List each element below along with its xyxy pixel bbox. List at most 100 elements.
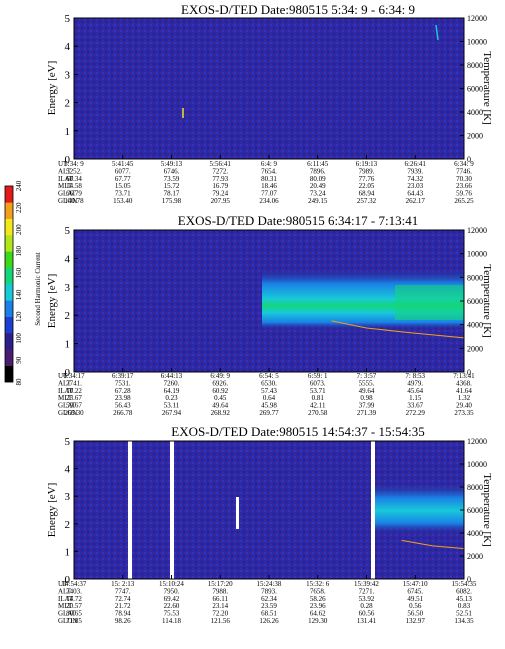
panel-1-ylabel: Energy [eV] xyxy=(46,61,58,115)
panel-3-table-cell: 74.72 xyxy=(66,595,82,603)
panel-3-ytick-label: 4 xyxy=(65,464,71,476)
panel-3-table-cell: 7403. xyxy=(66,587,82,595)
panel-3-table-cell: 0.28 xyxy=(360,602,373,610)
panel-1-table-cell: 175.98 xyxy=(162,197,182,205)
panel-3-table-cell: 7747. xyxy=(115,587,131,595)
panel-2-trace xyxy=(331,320,465,339)
panel-3-trace xyxy=(401,539,465,550)
panel-3-table-cell: 7658. xyxy=(310,587,326,595)
panel-1-table-cell: 7896. xyxy=(310,167,326,175)
colorbar-segment xyxy=(5,218,13,236)
panel-1-table-cell: 16.79 xyxy=(212,182,228,190)
panel-2-table-cell: 268.92 xyxy=(211,409,231,417)
panel-1-table-cell: 5:49:13 xyxy=(161,160,183,168)
colorbar-tick-label: 90 xyxy=(15,356,23,364)
panel-2-row-label: ILAT xyxy=(58,387,74,395)
panel-2-y2tick-label: 12000 xyxy=(467,226,487,235)
panel-3-table-cell: 15:47:10 xyxy=(403,580,428,588)
panel-3-row-label: GLON xyxy=(58,617,77,625)
panel-3-y2tick-label: 0 xyxy=(467,575,471,584)
panel-2-table-cell: 7: 3:57 xyxy=(357,372,377,380)
colorbar-tick-label: 240 xyxy=(15,180,23,191)
panel-3-table-cell: 6745. xyxy=(407,587,423,595)
panel-1-table-cell: 20.49 xyxy=(310,182,326,190)
panel-2-table-cell: 0.45 xyxy=(214,394,227,402)
colorbar-segment xyxy=(5,365,13,383)
panel-2-table-cell: 6:59: 1 xyxy=(308,372,328,380)
panel-3-table-cell: 132.97 xyxy=(406,617,426,625)
panel-2-table-cell: 6:34:17 xyxy=(63,372,85,380)
panel-2-table-cell: 23.98 xyxy=(115,394,131,402)
panel-3-table-cell: 23.59 xyxy=(261,602,277,610)
panel-1-table-cell: 64.43 xyxy=(407,190,423,198)
panel-2-table-cell: 29.40 xyxy=(456,402,472,410)
panel-2-y2tick-label: 6000 xyxy=(467,297,483,306)
panel-2-table-cell: 266.78 xyxy=(113,409,133,417)
panel-1-row-label: GLAT xyxy=(58,190,77,198)
colorbar-tick-label: 80 xyxy=(15,378,23,386)
colorbar-segment xyxy=(5,235,13,252)
panel-3-y2tick-label: 2000 xyxy=(467,552,483,561)
colorbar-segment xyxy=(5,186,13,203)
panel-3-ytick-label: 1 xyxy=(65,546,71,558)
panel-3-row-label: ALT xyxy=(58,587,72,595)
panel-2-table-cell: 45.64 xyxy=(407,387,423,395)
panel-1-table-cell: 15.05 xyxy=(115,182,131,190)
panel-2-title: EXOS-D/TED Date:980515 6:34:17 - 7:13:41 xyxy=(178,213,418,228)
panel-1-table-cell: 70.30 xyxy=(456,175,472,183)
panel-2-table-cell: 53.11 xyxy=(164,402,180,410)
panel-2-table-cell: 6530. xyxy=(261,379,277,387)
panel-3-y2tick-label: 4000 xyxy=(467,529,483,538)
panel-1-table-cell: 6746. xyxy=(164,167,180,175)
panel-2-table-cell: 0.64 xyxy=(263,394,276,402)
panel-1-y2tick-label: 8000 xyxy=(467,61,483,70)
panel-1-table-cell: 5:56:41 xyxy=(210,160,232,168)
panel-3-y2tick-label: 8000 xyxy=(467,483,483,492)
panel-3-y2tick-label: 6000 xyxy=(467,506,483,515)
panel-2-table-cell: 33.67 xyxy=(407,402,423,410)
panel-1-table-cell: 80.09 xyxy=(310,175,326,183)
panel-1-table-cell: 6:26:41 xyxy=(405,160,427,168)
panel-2-table-cell: 70.22 xyxy=(66,387,82,395)
colorbar-label: Second Harmonic Current xyxy=(34,252,42,326)
panel-2-ytick-label: 0 xyxy=(65,367,71,379)
panel-2-table-cell: 57.43 xyxy=(261,387,277,395)
colorbar-tick-label: 120 xyxy=(15,311,23,322)
panel-2-table-cell: 0.81 xyxy=(312,394,325,402)
panel-3-table-cell: 15:32: 6 xyxy=(306,580,330,588)
panel-1-table-cell: 78.17 xyxy=(164,190,180,198)
panel-3-table-cell: 45.13 xyxy=(456,595,472,603)
colorbar-segment xyxy=(5,349,13,366)
panel-1-row-label: MLT xyxy=(58,182,73,190)
panel-1-table-cell: 73.71 xyxy=(115,190,131,198)
panel-1-table-cell: 80.31 xyxy=(261,175,277,183)
panel-2-row-label: GLAT xyxy=(58,402,77,410)
panel-3-table-cell: 71.85 xyxy=(66,617,82,625)
panel-1-table-cell: 7939. xyxy=(407,167,423,175)
panel-1-ytick-label: 1 xyxy=(65,126,71,138)
panel-2-table-cell: 1.15 xyxy=(409,394,422,402)
panel-2-y2label: Temperature [K] xyxy=(481,264,493,337)
panel-3-ytick-label: 5 xyxy=(65,436,71,448)
colorbar-segment xyxy=(5,284,13,301)
panel-3-table-cell: 129.30 xyxy=(308,617,328,625)
panel-3-table-cell: 64.62 xyxy=(310,610,326,618)
panel-3-table-cell: 114.18 xyxy=(162,617,181,625)
panel-3-ytick-label: 3 xyxy=(65,491,71,503)
panel-2-table-cell: 6926. xyxy=(212,379,228,387)
panel-2-table-cell: 42.11 xyxy=(310,402,326,410)
panel-2-table-cell: 0.23 xyxy=(165,394,178,402)
panel-3-table-cell: 98.26 xyxy=(115,617,131,625)
panel-3-table-cell: 72.20 xyxy=(212,610,228,618)
panel-1-table-cell: 77.76 xyxy=(359,175,375,183)
panel-1-y2tick-label: 2000 xyxy=(467,132,483,141)
panel-3-table-cell: 126.26 xyxy=(259,617,279,625)
colorbar-tick-label: 100 xyxy=(15,333,23,344)
panel-3-gap-1 xyxy=(128,441,132,579)
panel-2-y2tick-label: 4000 xyxy=(467,321,483,330)
panel-2-row-label: MLT xyxy=(58,394,73,402)
panel-2-table-cell: 0.98 xyxy=(360,394,373,402)
panel-3-plot xyxy=(73,440,465,580)
panel-2-row-label: GLON xyxy=(58,409,77,417)
panel-1-table-cell: 23.03 xyxy=(407,182,423,190)
